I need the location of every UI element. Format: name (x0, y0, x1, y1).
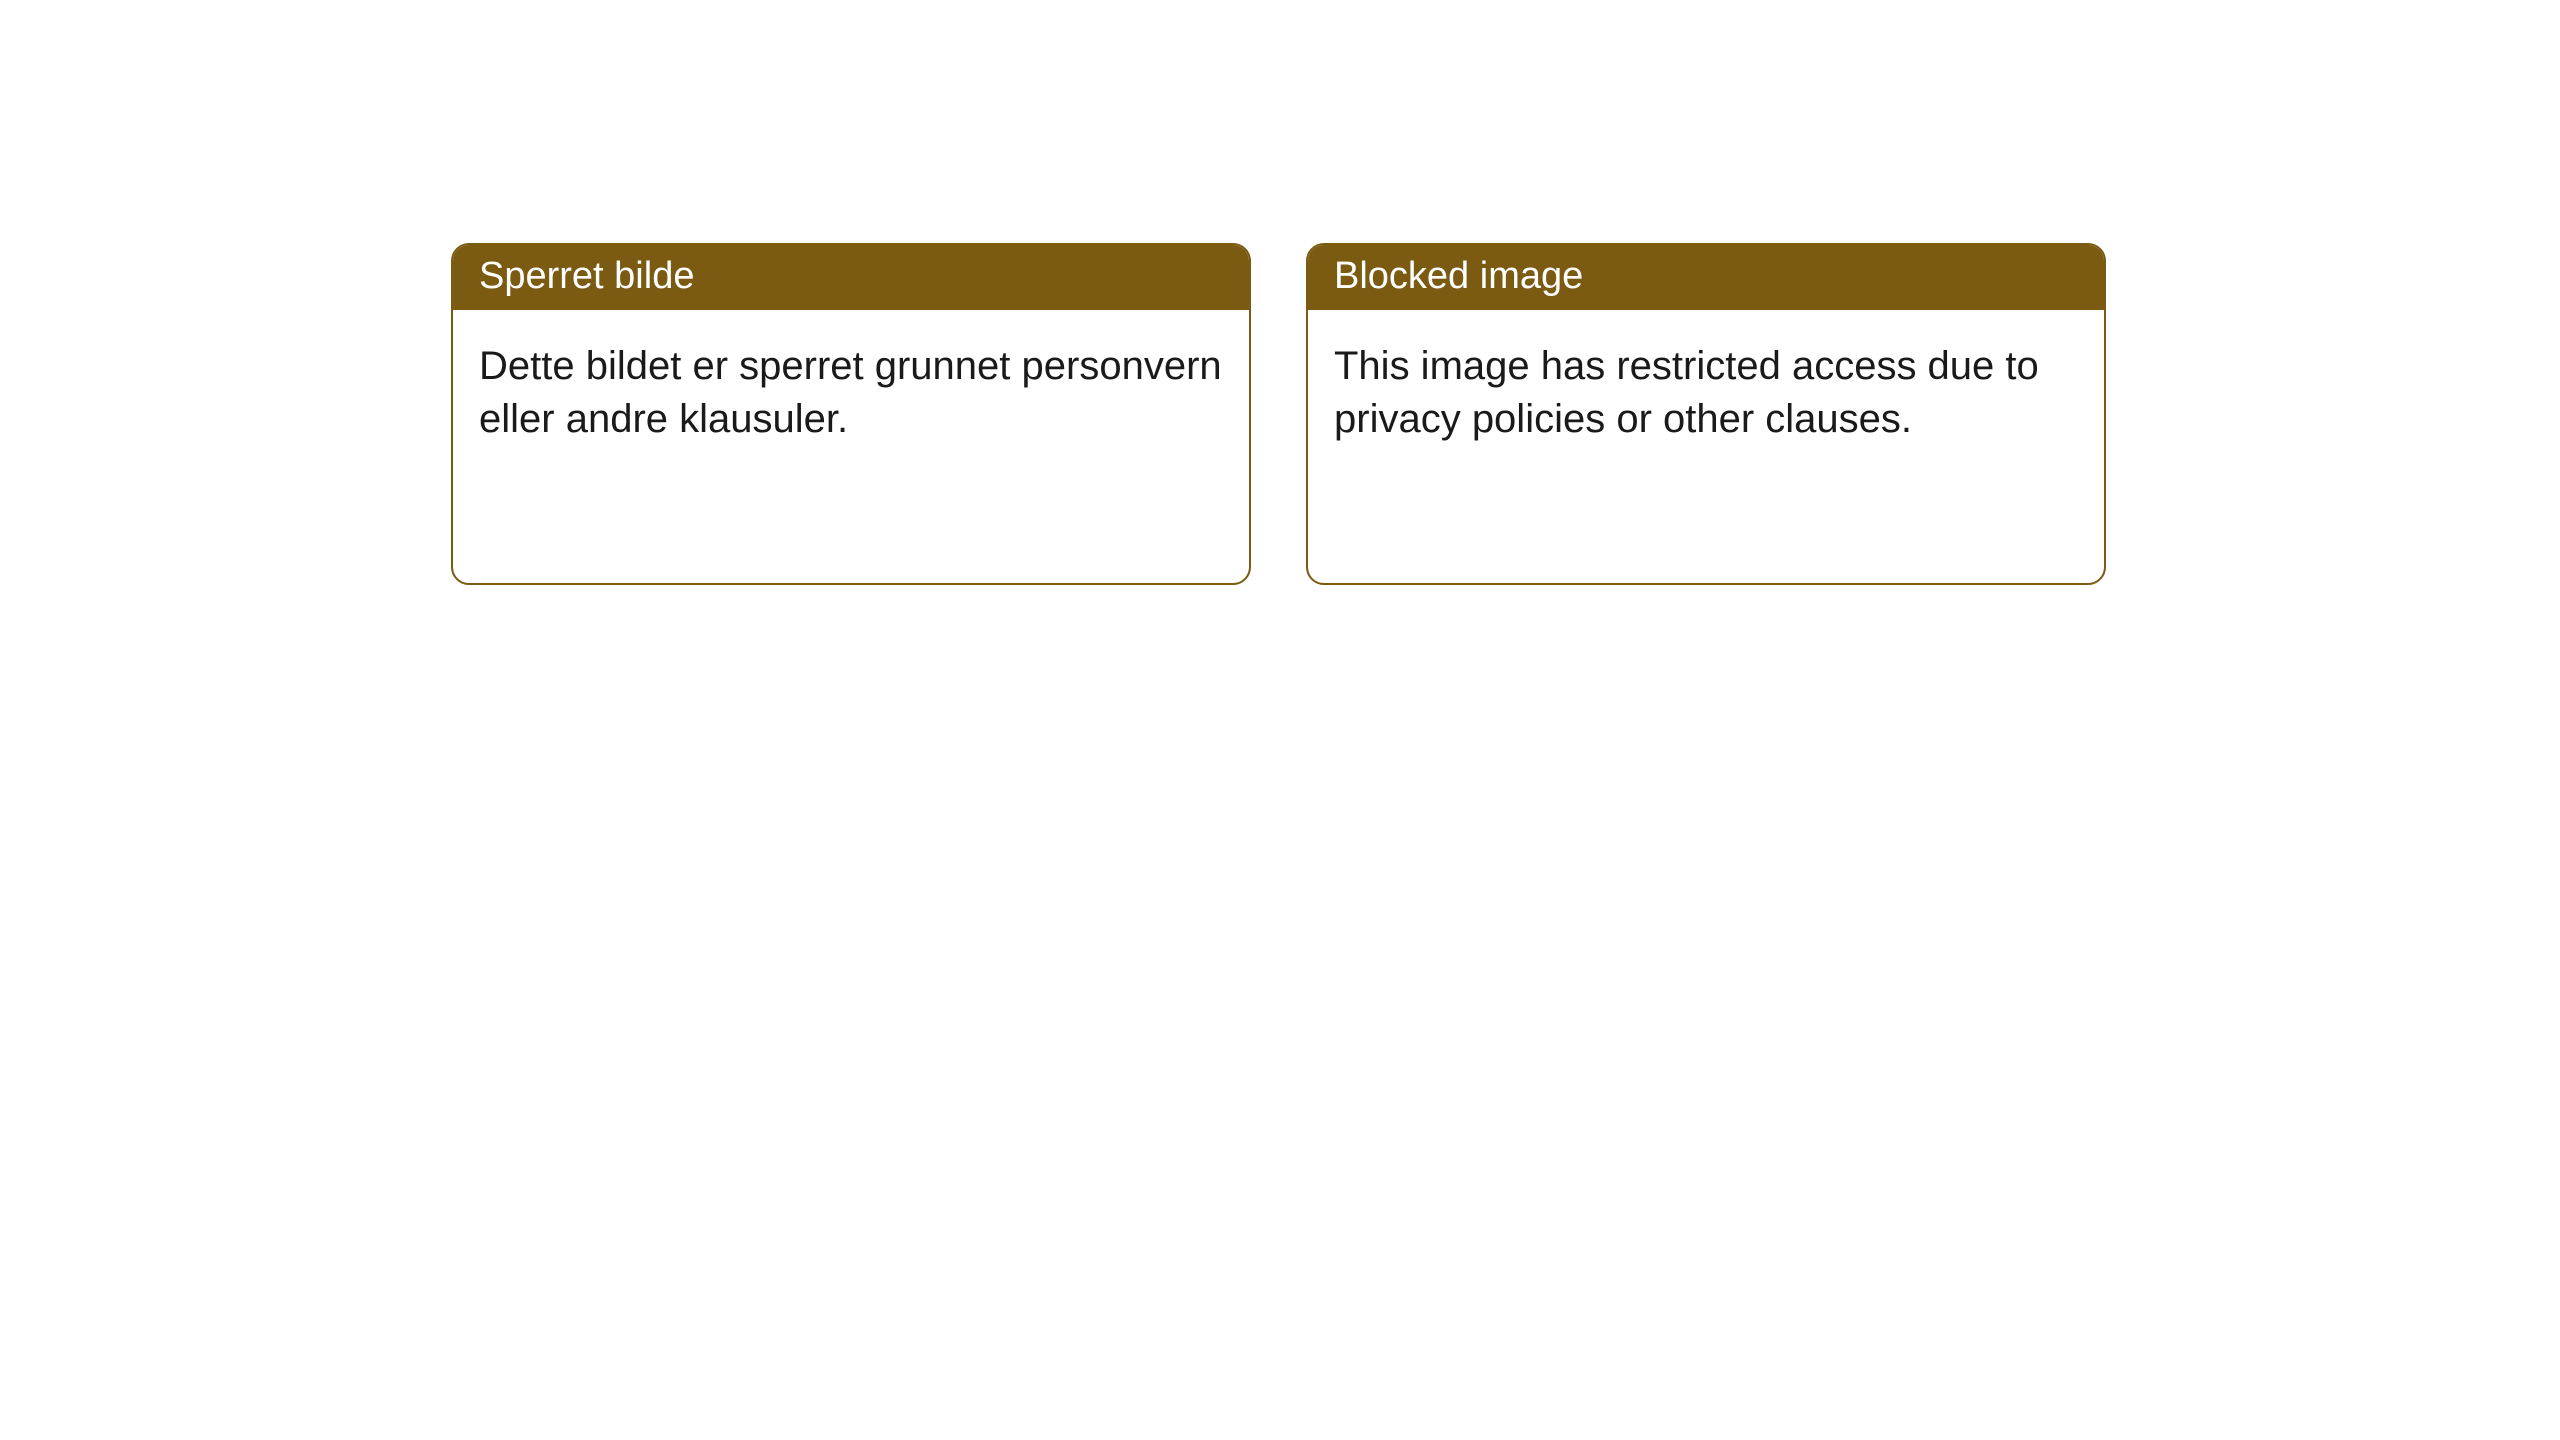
notice-body: Dette bildet er sperret grunnet personve… (453, 310, 1249, 583)
notice-card-english: Blocked image This image has restricted … (1306, 243, 2106, 585)
notice-card-norwegian: Sperret bilde Dette bildet er sperret gr… (451, 243, 1251, 585)
notice-container: Sperret bilde Dette bildet er sperret gr… (0, 0, 2560, 585)
notice-title: Blocked image (1308, 245, 2104, 310)
notice-title: Sperret bilde (453, 245, 1249, 310)
notice-body: This image has restricted access due to … (1308, 310, 2104, 583)
